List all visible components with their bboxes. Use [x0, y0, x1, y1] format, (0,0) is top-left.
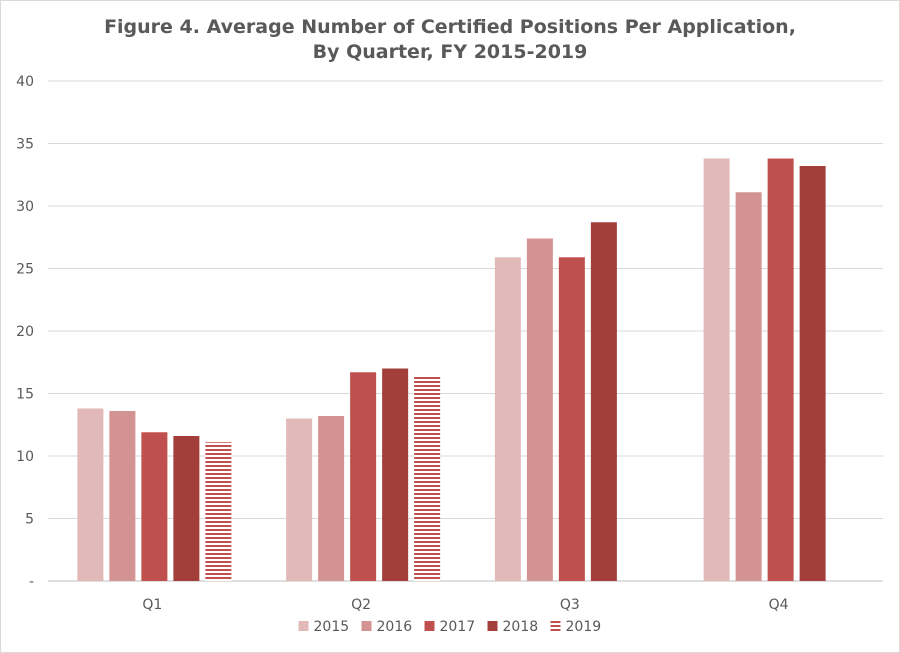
bar-2015-Q4 [703, 158, 730, 581]
bar-2017-Q1 [141, 432, 168, 581]
bar-2016-Q4 [735, 192, 762, 581]
bar-2017-Q3 [558, 257, 585, 581]
bar-2016-Q2 [318, 416, 345, 581]
x-category-label: Q2 [351, 597, 371, 613]
x-category-label: Q1 [142, 597, 162, 613]
bar-2016-Q1 [109, 411, 136, 581]
legend-swatch [424, 621, 435, 631]
legend-label: 2015 [314, 619, 350, 635]
bar-2015-Q2 [286, 418, 313, 581]
legend: 2015 2016 2017 2018 2019 [298, 619, 602, 635]
chart-title-line-1: Figure 4. Average Number of Certified Po… [104, 16, 796, 38]
legend-label: 2018 [503, 619, 539, 635]
legend-swatch [550, 621, 561, 631]
legend-label: 2017 [440, 619, 476, 635]
y-tick-label: 5 [25, 512, 34, 528]
legend-label: 2016 [377, 619, 413, 635]
y-tick-label: 35 [16, 137, 34, 153]
legend-label: 2019 [566, 619, 602, 635]
y-tick-label: 20 [16, 324, 34, 340]
bar-2015-Q1 [77, 408, 104, 581]
legend-swatch [487, 621, 498, 631]
y-tick-label: 15 [16, 387, 34, 403]
y-tick-label: - [29, 574, 34, 590]
bar-2018-Q4 [799, 166, 826, 581]
bar-2017-Q2 [350, 372, 377, 581]
x-category-label: Q3 [560, 597, 580, 613]
bar-2019-Q1 [205, 442, 232, 581]
bar-2018-Q2 [382, 368, 409, 581]
legend-item-2015: 2015 [298, 619, 350, 635]
legend-item-2018: 2018 [487, 619, 539, 635]
legend-swatch [361, 621, 372, 631]
x-category-label: Q4 [769, 597, 789, 613]
y-tick-label: 25 [16, 262, 34, 278]
legend-swatch [298, 621, 309, 631]
legend-item-2017: 2017 [424, 619, 476, 635]
bar-2018-Q1 [173, 436, 200, 581]
chart-title-line-2: By Quarter, FY 2015-2019 [312, 41, 588, 63]
bar-2017-Q4 [767, 158, 794, 581]
bar-2016-Q3 [526, 238, 553, 581]
bar-2018-Q3 [590, 222, 617, 581]
y-tick-label: 10 [16, 449, 34, 465]
y-tick-label: 30 [16, 199, 34, 215]
legend-item-2016: 2016 [361, 619, 413, 635]
bar-2015-Q3 [494, 257, 521, 581]
bar-2019-Q2 [414, 376, 441, 581]
chart-title: Figure 4. Average Number of Certified Po… [1, 15, 899, 65]
legend-item-2019: 2019 [550, 619, 602, 635]
y-tick-label: 40 [16, 74, 34, 90]
